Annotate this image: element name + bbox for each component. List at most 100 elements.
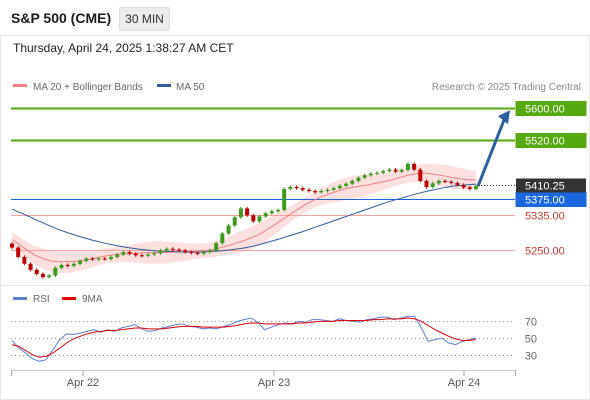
candle-body	[164, 248, 169, 251]
candle	[226, 223, 231, 236]
candle-body	[71, 263, 76, 266]
candle-body	[121, 252, 126, 255]
candle-body	[455, 182, 460, 185]
candle-body	[337, 185, 342, 189]
candle-body	[375, 172, 380, 174]
candle-body	[238, 208, 243, 218]
candle	[96, 256, 101, 261]
candle-body	[84, 258, 89, 261]
candle-body	[16, 247, 21, 257]
level-tag-5600.00: 5600.00	[525, 104, 565, 116]
copyright-text: Research © 2025 Trading Central	[432, 82, 581, 93]
candle	[375, 171, 380, 176]
candle	[443, 179, 448, 184]
candle	[84, 256, 89, 263]
rsi-ma-legend-swatch	[62, 297, 76, 300]
candle	[189, 250, 194, 255]
candle	[319, 189, 324, 194]
candle-body	[108, 256, 113, 259]
candle	[350, 179, 355, 186]
candle-body	[220, 233, 225, 244]
candle	[177, 248, 182, 253]
candle	[65, 263, 70, 268]
candle	[10, 241, 14, 250]
rsi-tick-70: 70	[525, 317, 537, 329]
candle-body	[90, 258, 95, 260]
candle-body	[412, 163, 417, 170]
candle-body	[300, 188, 305, 190]
instrument-title: S&P 500 (CME)	[11, 10, 112, 26]
candle	[381, 169, 386, 175]
candle	[405, 162, 410, 172]
rsi-ma-line	[11, 317, 477, 358]
time-tick-label-1: Apr 23	[258, 377, 290, 389]
candle	[108, 255, 113, 261]
candle	[115, 252, 120, 259]
candle	[40, 272, 45, 279]
candle-body	[115, 254, 120, 257]
candle	[170, 247, 175, 252]
candle	[294, 185, 299, 190]
candle	[245, 206, 250, 217]
bollinger-area	[12, 163, 476, 274]
candle	[251, 213, 256, 223]
candle	[467, 185, 472, 191]
rsi-legend: RSI 9MA	[13, 294, 103, 305]
candle-body	[22, 256, 27, 264]
candle	[436, 179, 441, 185]
candle-body	[461, 184, 466, 188]
candle-body	[381, 171, 386, 173]
rsi-legend-swatch	[13, 297, 27, 300]
candle-body	[356, 177, 361, 181]
candle-body	[78, 260, 83, 264]
candle	[16, 246, 21, 259]
level-tag-5250.00: 5250.00	[525, 246, 565, 258]
candle	[53, 266, 58, 278]
candle	[325, 188, 330, 193]
candle	[195, 251, 200, 256]
candle-body	[424, 180, 429, 187]
candle	[102, 256, 107, 261]
candle-body	[276, 210, 281, 212]
candle-body	[387, 169, 392, 172]
candle	[133, 252, 138, 257]
candle	[356, 176, 361, 183]
interval-button[interactable]: 30 MIN	[119, 7, 170, 31]
level-tag-bg-5600.00	[515, 101, 587, 116]
candle	[257, 214, 262, 223]
candle-body	[34, 269, 39, 274]
candle	[449, 180, 454, 185]
level-tags: 5600.00 5520.00 5375.00 5335.00 5250.00 5410.…	[478, 101, 587, 258]
candle-body	[102, 258, 107, 260]
rsi-tick-30: 30	[525, 351, 537, 363]
candle	[90, 256, 95, 261]
candle	[430, 181, 435, 189]
candle-body	[59, 265, 64, 268]
candle-body	[177, 249, 182, 251]
candle-body	[436, 180, 441, 184]
candle	[78, 259, 83, 266]
candle-body	[449, 181, 454, 183]
candle	[269, 209, 274, 215]
candle-body	[201, 252, 206, 254]
ma20-legend-swatch	[13, 84, 27, 87]
candle-body	[257, 216, 262, 222]
candle	[164, 247, 169, 253]
candle-body	[245, 208, 250, 216]
candle	[368, 172, 373, 177]
ma50-legend-label: MA 50	[176, 82, 205, 93]
candle-body	[325, 189, 330, 192]
candle	[362, 173, 367, 180]
candle-body	[226, 225, 231, 234]
candle	[306, 188, 311, 193]
candle	[183, 248, 188, 254]
bollinger-band	[12, 163, 476, 274]
rsi-tick-50: 50	[525, 334, 537, 346]
candle	[28, 262, 33, 272]
candle-body	[146, 254, 151, 256]
candle-body	[214, 243, 219, 251]
projection-arrow-head	[498, 110, 510, 125]
candle	[300, 186, 305, 192]
candle-body	[96, 258, 101, 260]
